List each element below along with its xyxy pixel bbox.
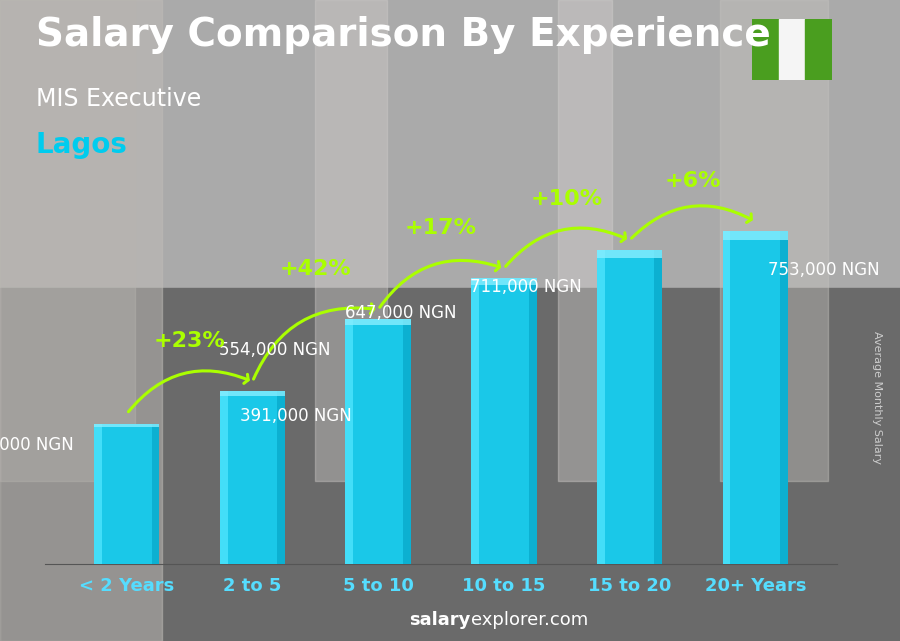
Text: +23%: +23% bbox=[154, 331, 225, 351]
Bar bbox=[403, 319, 410, 564]
Text: 318,000 NGN: 318,000 NGN bbox=[0, 436, 74, 454]
Text: 711,000 NGN: 711,000 NGN bbox=[470, 278, 581, 296]
Bar bbox=[346, 319, 410, 564]
Bar bbox=[277, 391, 285, 564]
Bar bbox=[780, 231, 788, 564]
Text: +42%: +42% bbox=[279, 259, 351, 279]
Bar bbox=[94, 424, 159, 427]
Bar bbox=[654, 250, 662, 564]
Bar bbox=[472, 278, 536, 564]
Bar bbox=[723, 231, 788, 240]
Bar bbox=[472, 278, 536, 285]
Text: MIS Executive: MIS Executive bbox=[36, 87, 202, 110]
Text: 554,000 NGN: 554,000 NGN bbox=[219, 341, 330, 359]
Bar bbox=[723, 231, 788, 564]
Text: 753,000 NGN: 753,000 NGN bbox=[768, 261, 879, 279]
Text: 647,000 NGN: 647,000 NGN bbox=[345, 304, 456, 322]
Bar bbox=[151, 424, 159, 564]
Text: Salary Comparison By Experience: Salary Comparison By Experience bbox=[36, 16, 770, 54]
Bar bbox=[723, 231, 731, 564]
Bar bbox=[597, 250, 662, 258]
Bar bbox=[94, 424, 159, 564]
Bar bbox=[94, 424, 102, 564]
Bar bbox=[597, 250, 662, 564]
Bar bbox=[346, 319, 354, 564]
Text: 391,000 NGN: 391,000 NGN bbox=[240, 407, 352, 425]
Bar bbox=[472, 278, 479, 564]
Text: Lagos: Lagos bbox=[36, 131, 128, 160]
Bar bbox=[778, 19, 806, 80]
Bar bbox=[597, 250, 605, 564]
Bar bbox=[220, 391, 285, 564]
Text: +6%: +6% bbox=[664, 171, 721, 191]
Text: salary: salary bbox=[410, 612, 471, 629]
Bar bbox=[220, 391, 228, 564]
Bar bbox=[806, 19, 832, 80]
Text: explorer.com: explorer.com bbox=[471, 612, 588, 629]
Bar bbox=[220, 391, 285, 395]
Text: Average Monthly Salary: Average Monthly Salary bbox=[872, 331, 883, 464]
Bar bbox=[346, 319, 410, 325]
Bar bbox=[528, 278, 536, 564]
Text: +17%: +17% bbox=[405, 218, 477, 238]
Text: +10%: +10% bbox=[531, 189, 603, 210]
Bar bbox=[752, 19, 778, 80]
